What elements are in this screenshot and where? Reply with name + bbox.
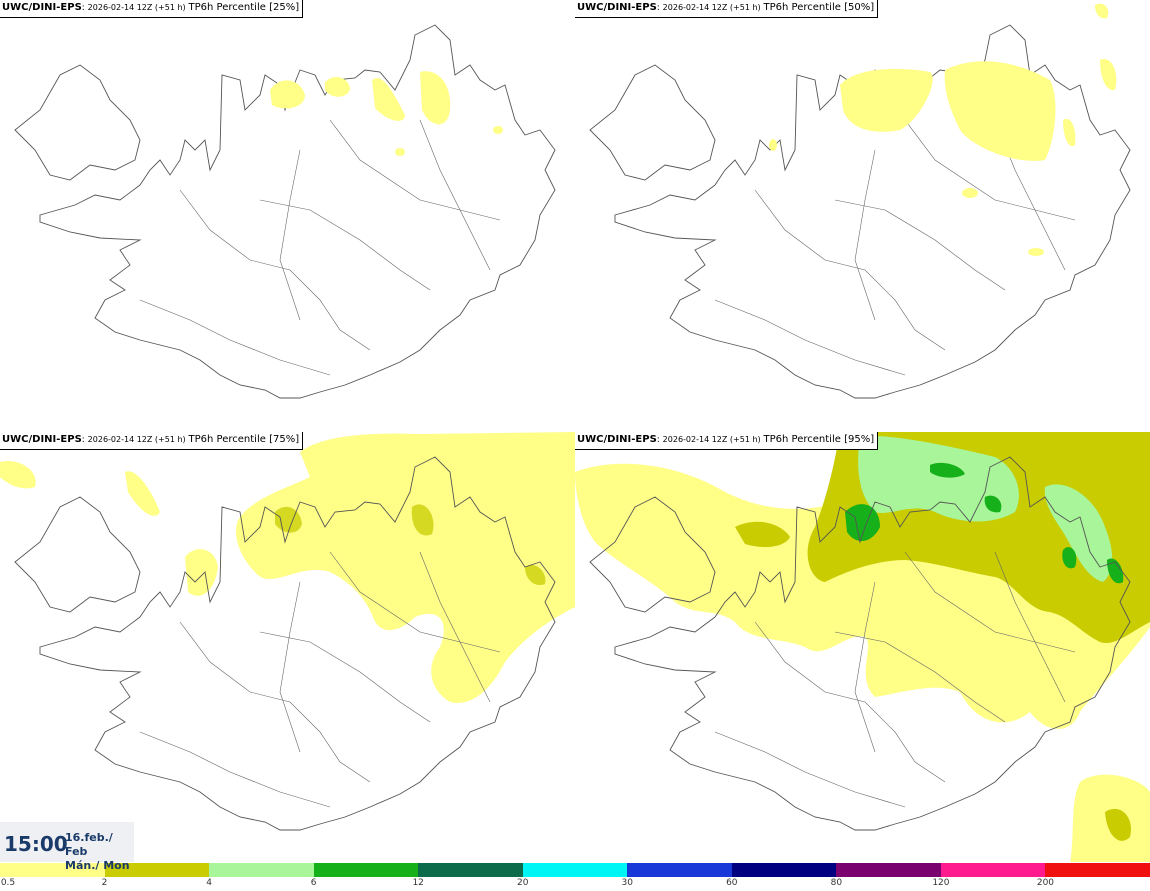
legend-swatch [313, 863, 419, 877]
run-info: 2026-02-14 12Z (+51 h) [87, 3, 186, 12]
precip-area-light-green [1044, 484, 1113, 582]
precip-area-light-yellow [185, 549, 218, 596]
precip-area-light-yellow [372, 78, 405, 121]
legend-threshold-label: 4 [206, 878, 212, 888]
precip-area-light-yellow [454, 651, 483, 689]
precip-area-light-yellow [270, 80, 305, 109]
run-info: 2026-02-14 12Z (+51 h) [87, 435, 186, 444]
valid-date: 16.feb./ Feb Mán./ Mon [65, 831, 134, 873]
color-legend: 0.5 2 4 6 12 20 30 60 80 120 200 [0, 862, 1150, 891]
model-name: UWC/DINI-EPS [2, 434, 82, 445]
parameter-label: TP6h Percentile [95%] [763, 434, 875, 445]
legend-threshold-label: 12 [412, 878, 424, 888]
precip-area-light-yellow [0, 461, 36, 489]
parameter-label: TP6h Percentile [75%] [188, 434, 300, 445]
panel-p75: UWC/DINI-EPS: 2026-02-14 12Z (+51 h) TP6… [0, 432, 575, 864]
panel-p95: UWC/DINI-EPS: 2026-02-14 12Z (+51 h) TP6… [575, 432, 1150, 864]
valid-time: 15:00 [4, 832, 68, 856]
run-info: 2026-02-14 12Z (+51 h) [662, 3, 761, 12]
precip-area-light-yellow [325, 76, 350, 97]
precip-area-light-yellow [1100, 59, 1117, 91]
run-info: 2026-02-14 12Z (+51 h) [662, 435, 761, 444]
precip-area-olive [525, 564, 546, 586]
map-p50 [589, 3, 1131, 399]
legend-threshold-label: 0.5 [0, 878, 16, 888]
precip-area-green [930, 462, 965, 478]
precip-area-light-yellow [395, 148, 405, 156]
legend-swatch [627, 863, 732, 877]
precip-area-light-yellow [944, 61, 1056, 161]
panel-p25: UWC/DINI-EPS: 2026-02-14 12Z (+51 h) TP6… [0, 0, 575, 432]
legend-threshold-label: 60 [726, 878, 738, 888]
precip-area-light-yellow [962, 188, 978, 198]
legend-swatch [418, 863, 523, 877]
precip-area-olive [411, 504, 434, 536]
map-p95 [575, 432, 1150, 864]
legend-swatch [1045, 863, 1150, 877]
legend-threshold-label: 20 [516, 878, 529, 888]
precip-area-green [1062, 547, 1077, 569]
precip-area-light-yellow [1095, 3, 1109, 19]
legend-swatch [522, 863, 628, 877]
map-p75 [0, 432, 575, 831]
legend-swatch [940, 863, 1046, 877]
legend-swatch [731, 863, 837, 877]
legend-threshold-label: 120 [932, 878, 950, 888]
legend-swatch [836, 863, 941, 877]
model-name: UWC/DINI-EPS [2, 2, 82, 13]
panel-title: UWC/DINI-EPS: 2026-02-14 12Z (+51 h) TP6… [575, 0, 879, 18]
parameter-label: TP6h Percentile [50%] [763, 2, 875, 13]
legend-swatch [0, 863, 105, 877]
valid-date-line2: Mán./ Mon [65, 859, 130, 872]
legend-threshold-label: 30 [621, 878, 633, 888]
panel-title: UWC/DINI-EPS: 2026-02-14 12Z (+51 h) TP6… [0, 0, 304, 18]
legend-threshold-label: 6 [310, 878, 317, 888]
precip-area-light-yellow [125, 471, 160, 516]
precip-area-light-yellow [420, 71, 451, 125]
precip-area-light-yellow [1063, 118, 1076, 147]
precip-area-olive [1105, 808, 1131, 841]
legend-threshold-label: 80 [830, 878, 843, 888]
panel-title: UWC/DINI-EPS: 2026-02-14 12Z (+51 h) TP6… [575, 432, 879, 450]
precip-area-light-yellow [1028, 248, 1044, 256]
precip-area-light-green [858, 436, 1019, 522]
legend-bar [0, 863, 1150, 877]
precip-area-green [984, 495, 1002, 513]
legend-swatch [104, 863, 210, 877]
legend-threshold-label: 200 [1036, 878, 1055, 888]
parameter-label: TP6h Percentile [25%] [188, 2, 300, 13]
panel-title: UWC/DINI-EPS: 2026-02-14 12Z (+51 h) TP6… [0, 432, 304, 450]
precip-area-green [1107, 558, 1124, 584]
legend-threshold-label: 2 [101, 878, 108, 888]
precip-area-olive [735, 521, 790, 548]
legend-swatch [209, 863, 314, 877]
precip-area-light-yellow [235, 432, 575, 703]
model-name: UWC/DINI-EPS [577, 2, 657, 13]
precip-area-green [845, 504, 880, 542]
precip-area-light-yellow [840, 68, 933, 132]
valid-time-box: 15:00 16.feb./ Feb Mán./ Mon [0, 822, 134, 872]
panel-p50: UWC/DINI-EPS: 2026-02-14 12Z (+51 h) TP6… [575, 0, 1150, 432]
valid-date-line1: 16.feb./ Feb [65, 831, 113, 858]
map-p25 [14, 24, 556, 399]
model-name: UWC/DINI-EPS [577, 434, 657, 445]
precip-area-light-yellow [769, 139, 777, 151]
precip-area-light-yellow [493, 126, 503, 134]
